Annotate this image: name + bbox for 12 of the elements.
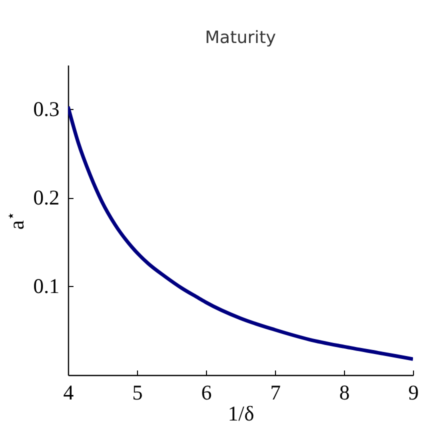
x-tick-label: 6 [201, 380, 212, 404]
x-tick-label: 9 [408, 380, 419, 404]
y-tick-label: 0.3 [33, 96, 60, 121]
x-tick-label: 7 [270, 380, 281, 404]
y-tick-label: 0.1 [33, 274, 60, 298]
x-tick-label: 4 [63, 380, 74, 404]
chart-title: Maturity [205, 28, 276, 48]
x-tick-label: 5 [132, 380, 143, 404]
x-axis-title: 1/δ [228, 402, 254, 426]
line-series [68, 104, 413, 361]
y-tick-label: 0.2 [33, 185, 60, 210]
x-tick-label: 8 [339, 380, 350, 404]
